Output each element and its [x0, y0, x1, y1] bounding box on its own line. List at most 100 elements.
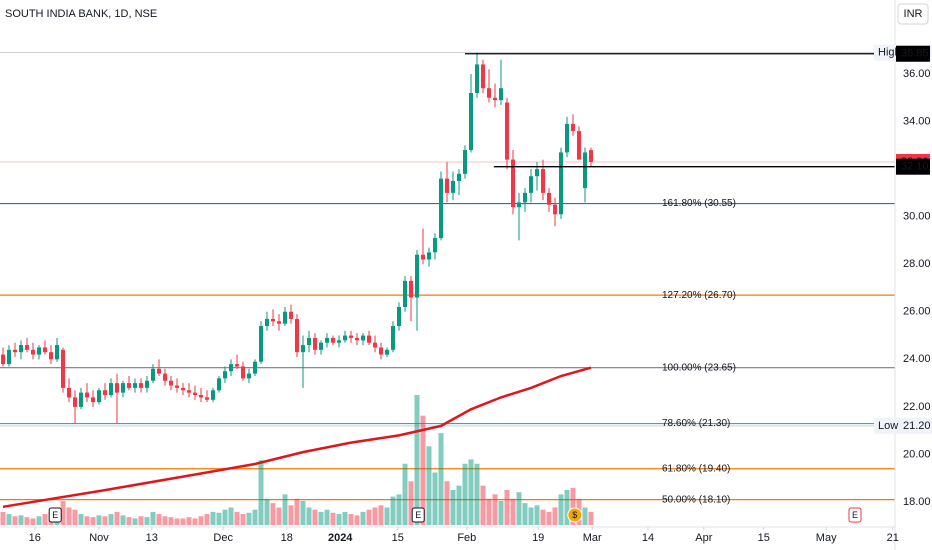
volume-bar [120, 515, 126, 525]
volume-bar [252, 509, 258, 525]
y-tick-label: 34.00 [903, 115, 931, 127]
candle-body [529, 176, 533, 193]
volume-bar [96, 515, 102, 525]
volume-bar [294, 498, 300, 525]
candle-body [463, 150, 467, 174]
candle-body [37, 347, 41, 355]
x-tick-label: 19 [532, 532, 544, 544]
volume-bar [540, 509, 546, 525]
candle-body [133, 383, 137, 388]
x-tick-label: Mar [583, 532, 602, 544]
volume-bar [432, 472, 438, 525]
fib-label: 50.00% (18.10) [662, 494, 730, 505]
event[interactable]: E [848, 507, 862, 523]
candle-body [67, 387, 71, 398]
event-label: E [52, 510, 58, 520]
volume-bar [354, 515, 360, 525]
volume-bar [534, 505, 540, 525]
y-tick-label: 30.00 [903, 211, 931, 223]
volume-bar [192, 518, 198, 525]
volume-bar [486, 498, 492, 525]
volume-bar [564, 490, 570, 525]
candle-body [505, 102, 509, 160]
event[interactable]: $ [567, 507, 583, 523]
candle-body [115, 383, 119, 393]
candle-body [331, 337, 335, 343]
axes: 18.0020.0022.0024.0026.0028.0030.0032.00… [29, 44, 932, 544]
volume-bar [372, 507, 378, 525]
candle-body [379, 347, 383, 355]
volume-bar [402, 463, 408, 525]
candle-body [565, 123, 569, 153]
candle-body [589, 150, 593, 162]
volume-bar [204, 514, 210, 525]
x-tick-label: 2024 [328, 532, 353, 544]
volume-bar [180, 518, 186, 525]
candle-body [433, 238, 437, 253]
candle-body [55, 345, 59, 360]
fib-label: 100.00% (23.65) [662, 362, 736, 373]
candle-body [583, 152, 587, 189]
candle-body [325, 337, 329, 343]
volume-bar [282, 494, 288, 525]
candle-body [163, 373, 167, 381]
x-tick-label: 13 [146, 532, 158, 544]
volume-bar [552, 507, 558, 525]
candle-body [337, 340, 341, 343]
volume-bar [324, 509, 330, 525]
volume-bar [270, 503, 276, 525]
candle-body [97, 390, 101, 403]
volume-bar [516, 492, 522, 525]
volume-bar [456, 485, 462, 525]
currency[interactable]: INR [904, 8, 923, 20]
event[interactable]: E [411, 507, 425, 523]
volume-bar [348, 514, 354, 525]
volume-bar [186, 517, 192, 525]
candle-body [547, 192, 551, 205]
y-tick-label: 26.00 [903, 306, 931, 318]
candle-body [409, 280, 413, 298]
volume-bar [138, 516, 144, 525]
volume-bar [312, 509, 318, 525]
levels: 161.80% (30.55) 127.20% (26.70) 100.00% (2… [0, 52, 895, 505]
currency-box[interactable] [897, 3, 929, 25]
chart-title: SOUTH INDIA BANK, 1D, NSE [5, 8, 157, 20]
volume-bar [300, 500, 306, 525]
candle-body [1, 354, 5, 365]
volume-bar [450, 490, 456, 525]
candle-body [481, 64, 485, 89]
fib-label: 78.60% (21.30) [662, 418, 730, 429]
volume-bar [474, 463, 480, 525]
volume-bar [216, 512, 222, 525]
volume-bar [222, 509, 228, 525]
volume-bar [234, 511, 240, 525]
candle-body [43, 347, 47, 353]
candle-body [451, 180, 455, 193]
volume-bar [366, 509, 372, 525]
x-tick-label: Apr [695, 532, 712, 544]
event[interactable]: E [48, 507, 62, 523]
candle-body [229, 364, 233, 372]
candle-body [241, 366, 245, 379]
volume-bar [210, 511, 216, 525]
price-line-label: 36.85 [901, 48, 929, 60]
event-label: E [415, 510, 421, 520]
candle-body [517, 202, 521, 208]
volume-bar [240, 514, 246, 525]
volume-bar [12, 516, 18, 525]
candle-body [193, 392, 197, 396]
volume-bar [36, 516, 42, 525]
candle-body [469, 92, 473, 151]
volume-bar [6, 514, 12, 525]
volume-bar [438, 433, 444, 525]
candle-body [391, 326, 395, 350]
volume-bar [558, 494, 564, 525]
volume-bar [114, 511, 120, 525]
marker-value: 21.20 [903, 420, 931, 432]
event-label: E [852, 510, 858, 520]
volume-bar [102, 516, 108, 525]
candle-body [13, 349, 17, 353]
volume-bar [522, 503, 528, 525]
candle-body [211, 390, 215, 400]
